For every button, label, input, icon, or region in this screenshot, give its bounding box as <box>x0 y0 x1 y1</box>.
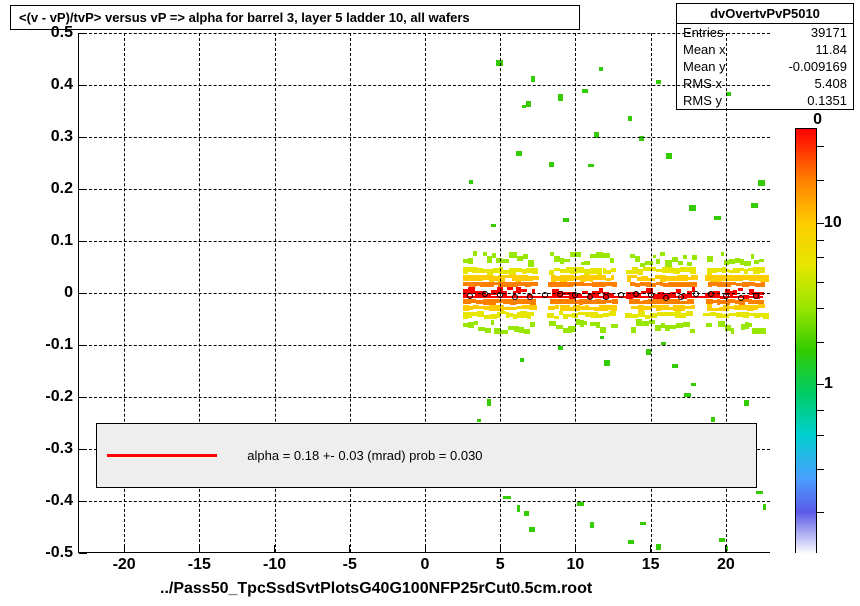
profile-marker <box>738 295 744 301</box>
profile-marker <box>542 292 548 298</box>
y-tick-label: -0.1 <box>45 336 79 354</box>
y-tick-label: 0 <box>64 284 79 302</box>
profile-marker <box>648 292 654 298</box>
y-tick-label: 0.1 <box>51 232 79 250</box>
profile-marker <box>467 293 473 299</box>
x-tick-label: 15 <box>642 552 660 574</box>
stats-title: dvOvertvPvP5010 <box>677 4 853 24</box>
profile-marker <box>708 291 714 297</box>
chart-root: <(v - vP)/tvP> versus vP => alpha for ba… <box>0 0 860 606</box>
x-tick-label: -15 <box>188 552 211 574</box>
y-tick-label: -0.2 <box>45 388 79 406</box>
y-tick-label: 0.3 <box>51 128 79 146</box>
stats-value: 0.1351 <box>807 93 847 108</box>
y-tick-label: -0.5 <box>45 544 79 562</box>
profile-marker <box>678 294 684 300</box>
y-tick-label: 0.2 <box>51 180 79 198</box>
profile-marker <box>572 292 578 298</box>
colorbar-top-label: 0 <box>813 111 822 129</box>
legend-text: alpha = 0.18 +- 0.03 (mrad) prob = 0.030 <box>247 448 482 463</box>
profile-marker <box>527 294 533 300</box>
fit-line <box>463 296 764 298</box>
y-tick-label: 0.4 <box>51 76 79 94</box>
plot-area: alpha = 0.18 +- 0.03 (mrad) prob = 0.030… <box>78 33 770 553</box>
legend-line-sample <box>107 454 217 457</box>
y-tick-label: 0.5 <box>51 24 79 42</box>
x-tick-label: 0 <box>421 552 430 574</box>
x-tick-label: 10 <box>567 552 585 574</box>
profile-marker <box>663 295 669 301</box>
x-tick-label: 20 <box>717 552 735 574</box>
stats-value: 11.84 <box>815 42 847 57</box>
profile-marker <box>482 291 488 297</box>
x-axis-title: ../Pass50_TpcSsdSvtPlotsG40G100NFP25rCut… <box>160 580 592 598</box>
colorbar: 0 110 <box>795 128 817 553</box>
profile-marker <box>512 294 518 300</box>
plot-title: <(v - vP)/tvP> versus vP => alpha for ba… <box>10 5 580 30</box>
legend-box: alpha = 0.18 +- 0.03 (mrad) prob = 0.030 <box>96 423 757 488</box>
profile-marker <box>723 293 729 299</box>
profile-marker <box>618 292 624 298</box>
stats-value: 5.408 <box>814 76 847 91</box>
profile-marker <box>753 293 759 299</box>
profile-marker <box>557 291 563 297</box>
x-tick-label: -5 <box>343 552 357 574</box>
y-tick-label: -0.3 <box>45 440 79 458</box>
x-tick-label: -20 <box>113 552 136 574</box>
stats-value: -0.009169 <box>788 59 847 74</box>
stats-value: 39171 <box>811 25 847 40</box>
profile-marker <box>603 294 609 300</box>
x-tick-label: -10 <box>263 552 286 574</box>
x-tick-label: 5 <box>496 552 505 574</box>
profile-marker <box>587 294 593 300</box>
y-tick-label: -0.4 <box>45 492 79 510</box>
profile-marker <box>693 291 699 297</box>
profile-marker <box>497 292 503 298</box>
profile-marker <box>633 291 639 297</box>
